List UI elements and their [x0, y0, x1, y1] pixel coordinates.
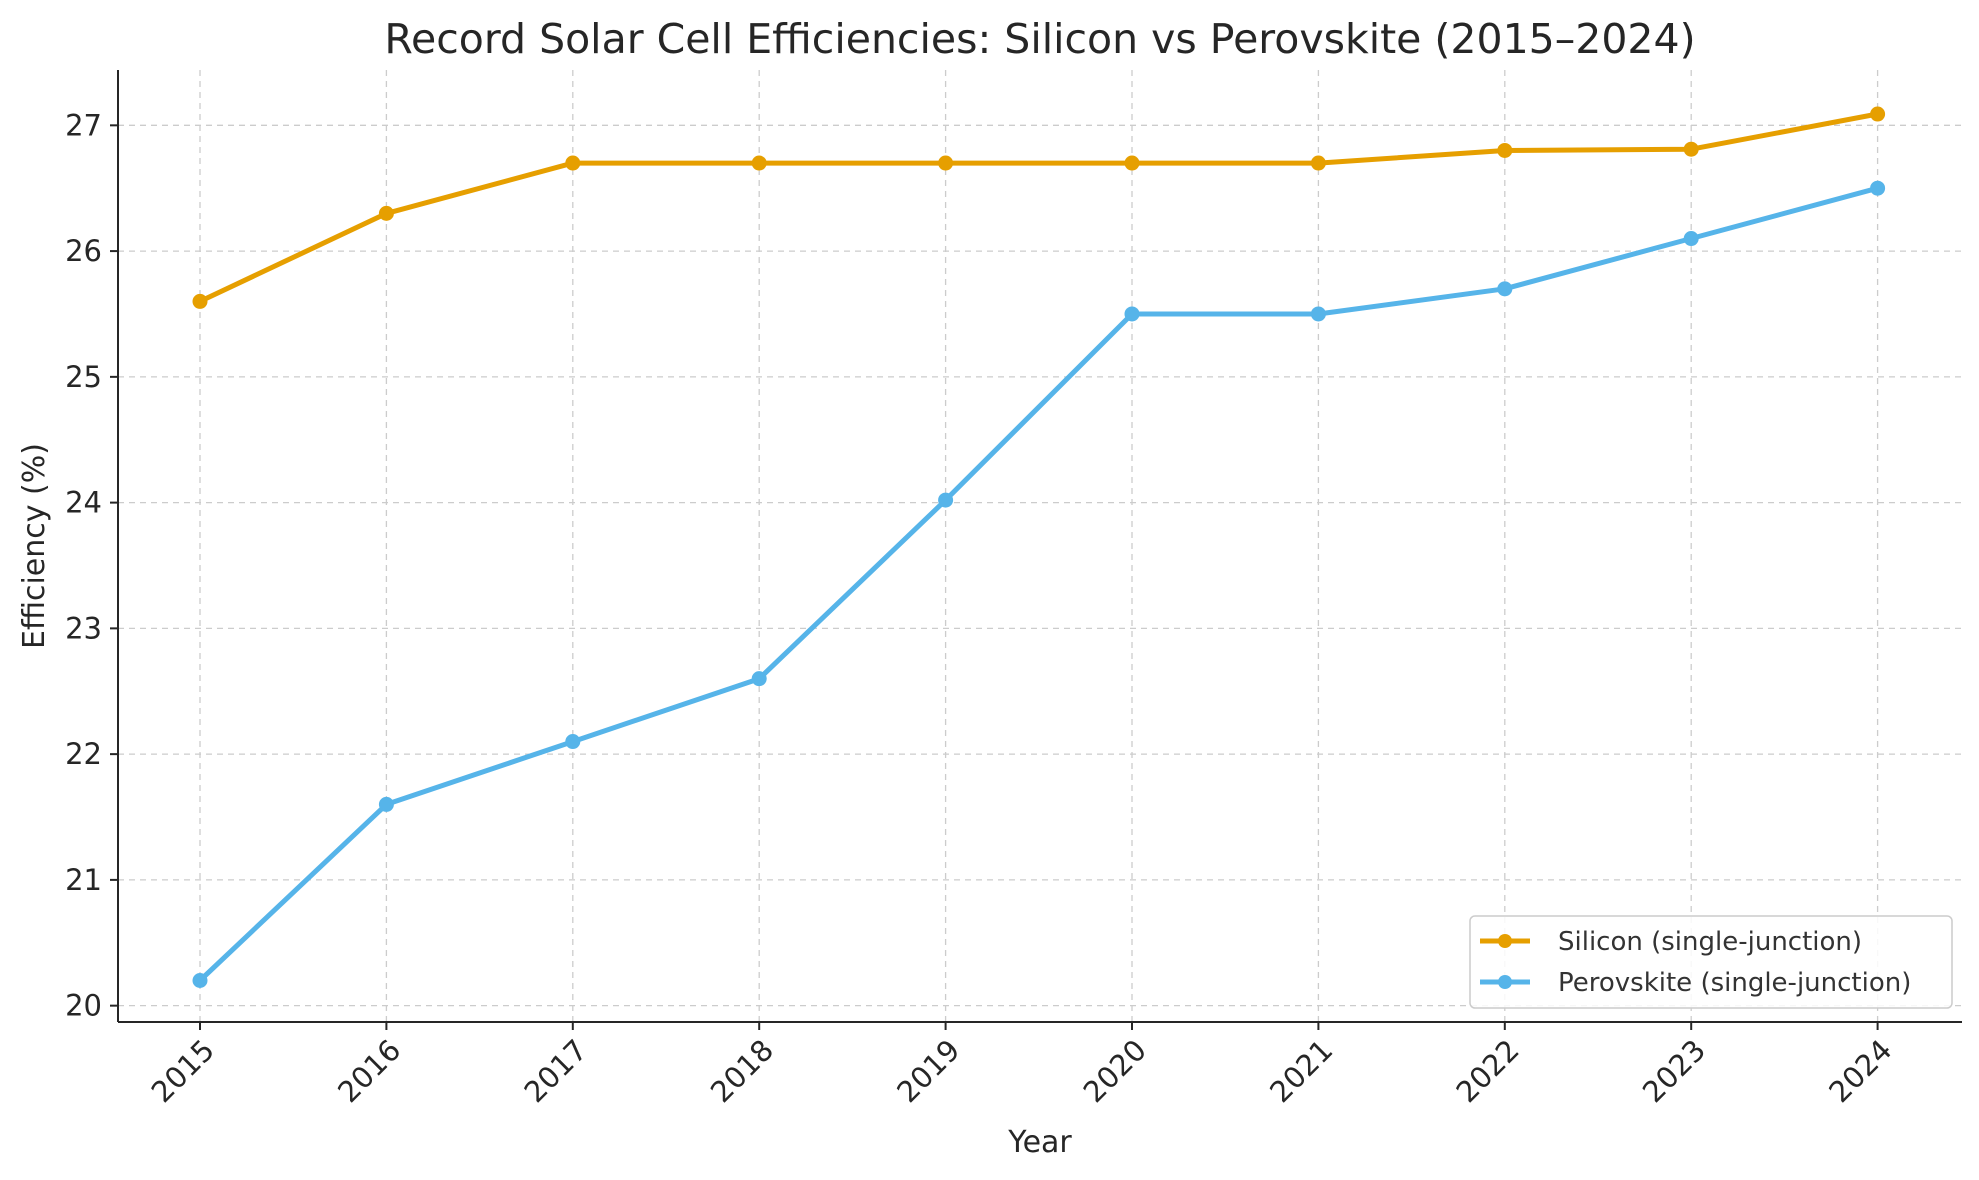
x-tick-label: 2021	[1263, 1033, 1339, 1109]
x-tick-label: 2017	[518, 1033, 594, 1109]
data-point	[938, 492, 954, 508]
data-point	[1683, 231, 1699, 247]
y-tick-label: 21	[65, 863, 102, 897]
data-point	[565, 734, 581, 750]
x-tick-label: 2016	[331, 1033, 407, 1109]
data-point	[1497, 142, 1513, 158]
data-point	[378, 796, 394, 812]
legend-box	[1469, 915, 1953, 1009]
legend: Silicon (single-junction) Perovskite (si…	[1469, 915, 1953, 1009]
x-tick-label: 2018	[704, 1033, 780, 1109]
data-point	[565, 155, 581, 171]
data-point	[1124, 155, 1140, 171]
y-tick-label: 26	[65, 234, 102, 268]
x-tick-label: 2020	[1077, 1033, 1153, 1109]
legend-perovskite-label: Perovskite (single-junction)	[1558, 968, 1911, 998]
data-point	[1497, 281, 1513, 297]
x-axis-label: Year	[1007, 1125, 1072, 1160]
y-tick-label: 24	[65, 486, 102, 520]
legend-perovskite-marker	[1498, 975, 1512, 989]
data-point	[1124, 306, 1140, 322]
data-point	[1870, 180, 1886, 196]
y-tick-label: 23	[65, 611, 102, 645]
axes	[117, 70, 1962, 1023]
y-tick-label: 25	[65, 360, 102, 394]
x-tick-label: 2015	[145, 1033, 221, 1109]
x-tick-label: 2022	[1450, 1033, 1526, 1109]
data-point	[1310, 306, 1326, 322]
legend-silicon-label: Silicon (single-junction)	[1558, 927, 1862, 957]
data-point	[751, 671, 767, 687]
series-silicon	[192, 106, 1886, 309]
grid	[118, 70, 1962, 1022]
y-axis-label: Efficiency (%)	[17, 443, 52, 649]
y-tick-label: 27	[65, 108, 102, 142]
chart-title: Record Solar Cell Efficiencies: Silicon …	[384, 15, 1695, 63]
series-line	[197, 185, 1881, 983]
series-group	[192, 106, 1886, 988]
y-tick-label: 22	[65, 737, 102, 771]
y-tick-label: 20	[65, 989, 102, 1023]
data-point	[1870, 106, 1886, 122]
x-tick-label: 2023	[1636, 1033, 1712, 1109]
data-point	[1310, 155, 1326, 171]
x-tick-label: 2019	[890, 1033, 966, 1109]
x-tick-label: 2024	[1822, 1033, 1898, 1109]
data-point	[938, 155, 954, 171]
data-point	[192, 972, 208, 988]
data-point	[1683, 141, 1699, 157]
data-point	[378, 205, 394, 221]
data-point	[192, 293, 208, 309]
data-point	[751, 155, 767, 171]
series-line	[197, 111, 1881, 304]
legend-silicon-marker	[1498, 934, 1512, 948]
series-perovskite	[192, 180, 1886, 988]
